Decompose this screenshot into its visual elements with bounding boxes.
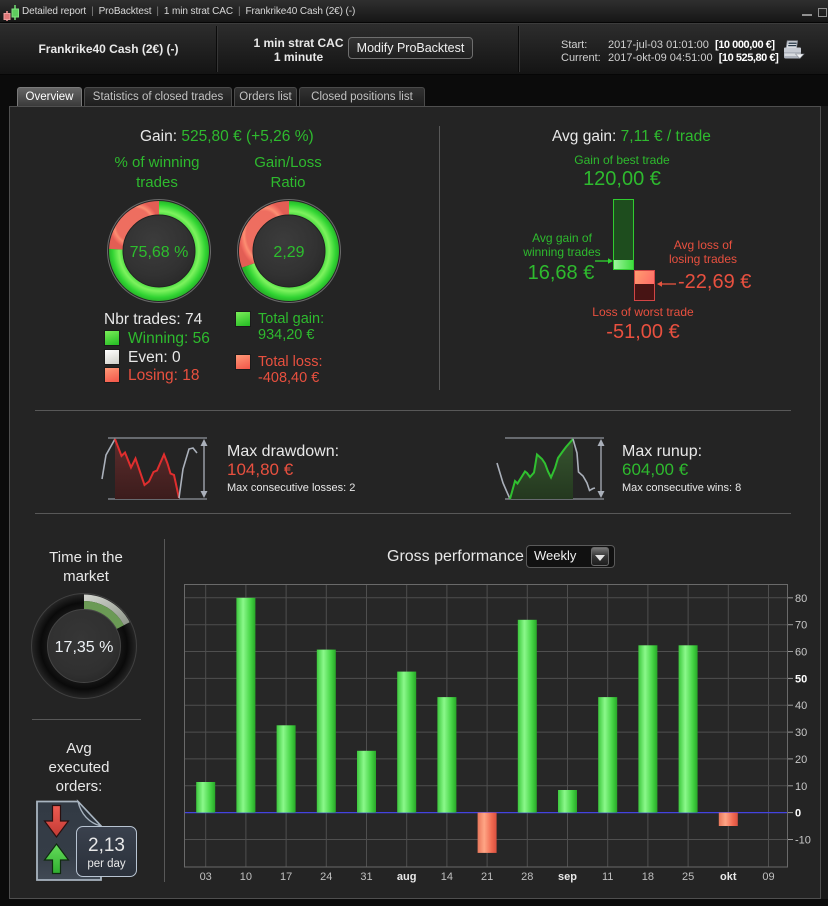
svg-text:14: 14 — [441, 871, 453, 883]
svg-text:80: 80 — [795, 593, 807, 605]
svg-text:24: 24 — [320, 871, 332, 883]
svg-text:18: 18 — [642, 871, 654, 883]
svg-text:sep: sep — [558, 871, 577, 883]
svg-text:11: 11 — [602, 871, 613, 883]
svg-text:20: 20 — [795, 754, 807, 766]
svg-text:21: 21 — [481, 871, 493, 883]
svg-text:30: 30 — [795, 727, 807, 739]
svg-text:50: 50 — [795, 673, 807, 685]
svg-text:28: 28 — [521, 871, 533, 883]
svg-text:17: 17 — [280, 871, 292, 883]
svg-text:17,35 %: 17,35 % — [55, 639, 114, 656]
svg-text:-10: -10 — [795, 835, 811, 847]
svg-text:0: 0 — [795, 808, 801, 820]
svg-text:aug: aug — [397, 871, 417, 883]
svg-text:70: 70 — [795, 620, 807, 632]
svg-text:40: 40 — [795, 700, 807, 712]
svg-text:60: 60 — [795, 647, 807, 659]
svg-text:10: 10 — [795, 781, 807, 793]
svg-text:10: 10 — [240, 871, 252, 883]
svg-text:okt: okt — [720, 871, 737, 883]
svg-text:09: 09 — [762, 871, 774, 883]
svg-text:2,29: 2,29 — [273, 244, 304, 261]
svg-text:03: 03 — [200, 871, 212, 883]
svg-text:31: 31 — [360, 871, 372, 883]
svg-text:25: 25 — [682, 871, 694, 883]
svg-text:75,68 %: 75,68 % — [130, 244, 189, 261]
